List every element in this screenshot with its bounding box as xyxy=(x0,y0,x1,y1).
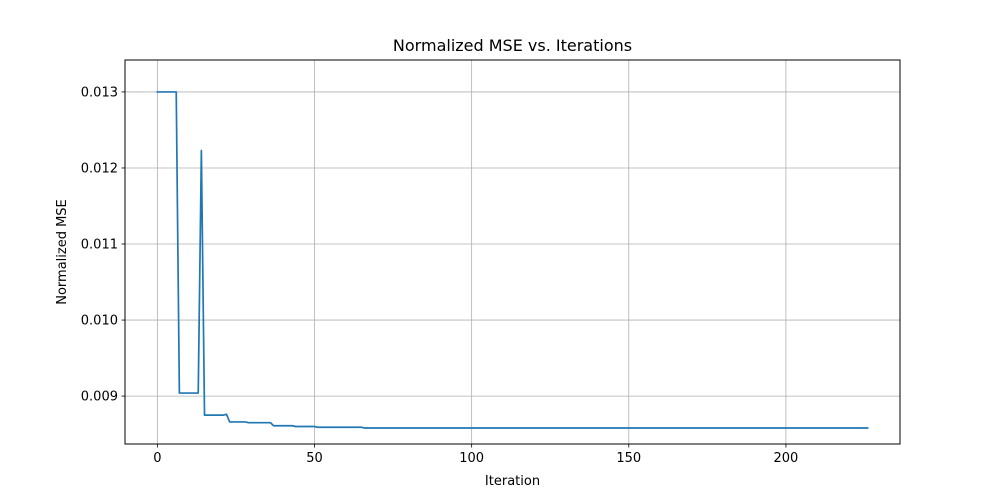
y-tick-label: 0.013 xyxy=(81,85,118,100)
y-axis-label: Normalized MSE xyxy=(55,199,70,305)
plot-area-frame xyxy=(124,59,901,445)
chart-title: Normalized MSE vs. Iterations xyxy=(393,36,632,55)
grid xyxy=(125,60,900,444)
x-tick-label: 50 xyxy=(306,451,323,466)
axis-ticks: 0 50 100 150 200 0.009 0.010 0.011 0.012 0.013 xyxy=(81,85,799,466)
x-tick-label: 100 xyxy=(459,451,484,466)
y-tick-label: 0.011 xyxy=(81,238,118,253)
x-axis-label: Iteration xyxy=(485,474,540,489)
x-tick-label: 0 xyxy=(153,451,161,466)
y-tick-label: 0.012 xyxy=(81,161,118,176)
x-tick-label: 200 xyxy=(774,451,799,466)
x-tick-label: 150 xyxy=(616,451,641,466)
series-line-0 xyxy=(156,91,869,429)
series-layer xyxy=(156,91,869,429)
y-tick-label: 0.010 xyxy=(81,314,118,329)
y-tick-label: 0.009 xyxy=(81,390,118,405)
